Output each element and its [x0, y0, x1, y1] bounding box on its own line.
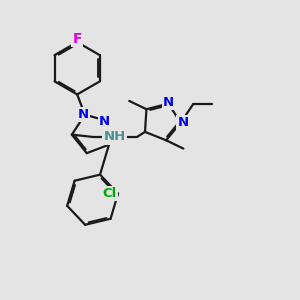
- Text: NH: NH: [103, 130, 126, 143]
- Text: F: F: [72, 32, 82, 46]
- Text: N: N: [78, 108, 89, 121]
- Text: N: N: [99, 115, 110, 128]
- Text: N: N: [163, 96, 174, 109]
- Text: Cl: Cl: [103, 187, 117, 200]
- Text: N: N: [177, 116, 188, 129]
